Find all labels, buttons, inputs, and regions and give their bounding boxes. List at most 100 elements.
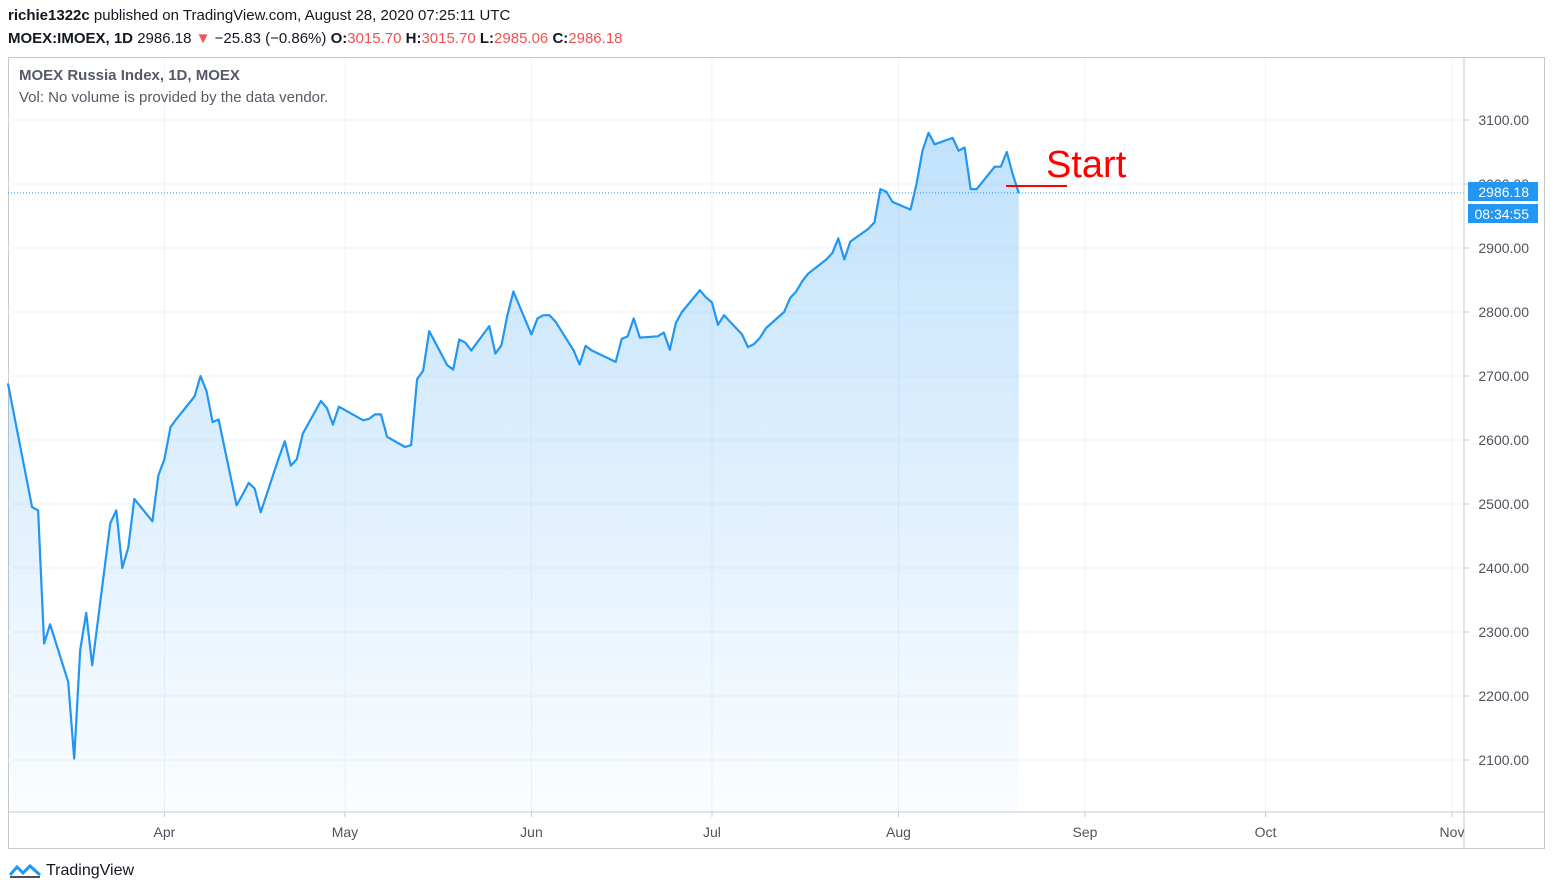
y-tick-label: 3100.00	[1478, 112, 1529, 128]
data-point	[254, 488, 256, 490]
data-point	[151, 520, 153, 522]
data-point	[236, 504, 238, 506]
data-point	[470, 349, 472, 351]
data-point	[849, 241, 851, 243]
data-point	[67, 681, 69, 683]
data-point	[705, 296, 707, 298]
data-point	[49, 623, 51, 625]
plot-area	[6, 131, 1464, 813]
data-point	[548, 314, 551, 316]
data-point	[386, 436, 388, 438]
data-point	[512, 290, 515, 293]
y-tick-label: 2500.00	[1478, 496, 1529, 512]
data-point	[1000, 166, 1002, 168]
data-point	[206, 390, 208, 392]
x-tick-label: May	[332, 824, 358, 840]
data-point	[831, 252, 833, 254]
data-point	[284, 440, 286, 442]
data-point	[332, 424, 334, 426]
data-point	[663, 331, 665, 334]
data-point	[657, 335, 659, 337]
data-point	[73, 758, 75, 760]
data-point	[699, 289, 701, 291]
data-point	[320, 400, 322, 402]
data-point	[934, 143, 936, 145]
data-point	[759, 337, 761, 339]
data-point	[296, 458, 298, 460]
y-tick-label: 2700.00	[1478, 368, 1529, 384]
ohlc-bar: MOEX:IMOEX, 1D 2986.18 ▼ −25.83 (−0.86%)…	[8, 29, 623, 49]
annotation-start[interactable]: Start	[1046, 144, 1127, 186]
data-point	[175, 418, 178, 420]
data-point	[909, 209, 912, 211]
data-point	[115, 509, 117, 511]
data-point	[374, 413, 376, 415]
down-arrow-icon: ▼	[195, 30, 211, 47]
data-point	[627, 335, 629, 337]
data-point	[494, 353, 496, 355]
open-label: O:	[330, 30, 348, 47]
data-point	[573, 349, 575, 351]
data-point	[681, 311, 683, 313]
price-line	[6, 131, 1020, 760]
x-tick-label: Apr	[154, 824, 176, 840]
data-point	[554, 321, 557, 323]
data-point	[260, 511, 262, 513]
price-axis[interactable]: 2100.00 2200.00 2300.00 2400.00 2500.00 2600.…	[1463, 58, 1529, 848]
data-point	[85, 612, 87, 614]
low-value: 2985.06	[494, 30, 549, 47]
author-name[interactable]: richie1322c	[8, 7, 90, 24]
data-point	[747, 346, 749, 348]
data-point	[446, 364, 448, 366]
data-point	[579, 363, 581, 366]
data-point	[675, 322, 677, 324]
data-point	[717, 324, 719, 326]
data-point	[506, 314, 508, 316]
x-tick-label: Jun	[520, 824, 543, 840]
data-point	[795, 290, 797, 293]
overlay: Start 2986.18 08:34:55	[1006, 144, 1538, 223]
symbol-label: MOEX:IMOEX, 1D	[8, 30, 134, 47]
x-tick-label: Oct	[1255, 824, 1277, 840]
y-tick-label: 2400.00	[1478, 560, 1529, 576]
data-point	[416, 378, 418, 380]
y-tick-label: 2600.00	[1478, 432, 1529, 448]
data-point	[1006, 151, 1008, 153]
high-label: H:	[405, 30, 422, 47]
time-axis[interactable]: Apr May Jun Jul Aug Sep Oct Nov	[8, 811, 1545, 840]
data-point	[591, 349, 593, 351]
data-point	[976, 188, 978, 190]
data-point	[157, 474, 159, 476]
data-point	[458, 338, 460, 341]
data-point	[133, 498, 135, 500]
close-value: 2986.18	[568, 30, 623, 47]
data-point	[621, 338, 623, 340]
data-point	[837, 237, 839, 239]
data-point	[891, 201, 894, 203]
last-price-tag	[1468, 182, 1538, 201]
open-value: 3015.70	[347, 30, 402, 47]
data-point	[218, 418, 220, 421]
chart-legend-title[interactable]: MOEX Russia Index, 1D, MOEX	[19, 67, 240, 84]
footer-brand[interactable]: TradingView	[8, 862, 134, 880]
close-label: C:	[552, 30, 569, 47]
y-tick-label: 2100.00	[1478, 752, 1529, 768]
volume-note: Vol: No volume is provided by the data v…	[19, 89, 329, 106]
data-point	[290, 465, 292, 467]
last-price-tag-value: 2986.18	[1478, 184, 1529, 200]
data-point	[964, 146, 966, 149]
data-point	[921, 150, 924, 152]
price-change: −25.83 (−0.86%)	[214, 30, 327, 47]
data-point	[915, 183, 918, 185]
data-point	[193, 395, 196, 398]
data-point	[633, 317, 635, 319]
data-point	[362, 419, 364, 421]
data-point	[338, 406, 340, 408]
data-point	[37, 509, 39, 511]
data-point	[109, 522, 111, 524]
data-point	[91, 664, 93, 666]
data-point	[958, 150, 960, 152]
data-point	[669, 349, 671, 351]
low-label: L:	[479, 30, 495, 47]
